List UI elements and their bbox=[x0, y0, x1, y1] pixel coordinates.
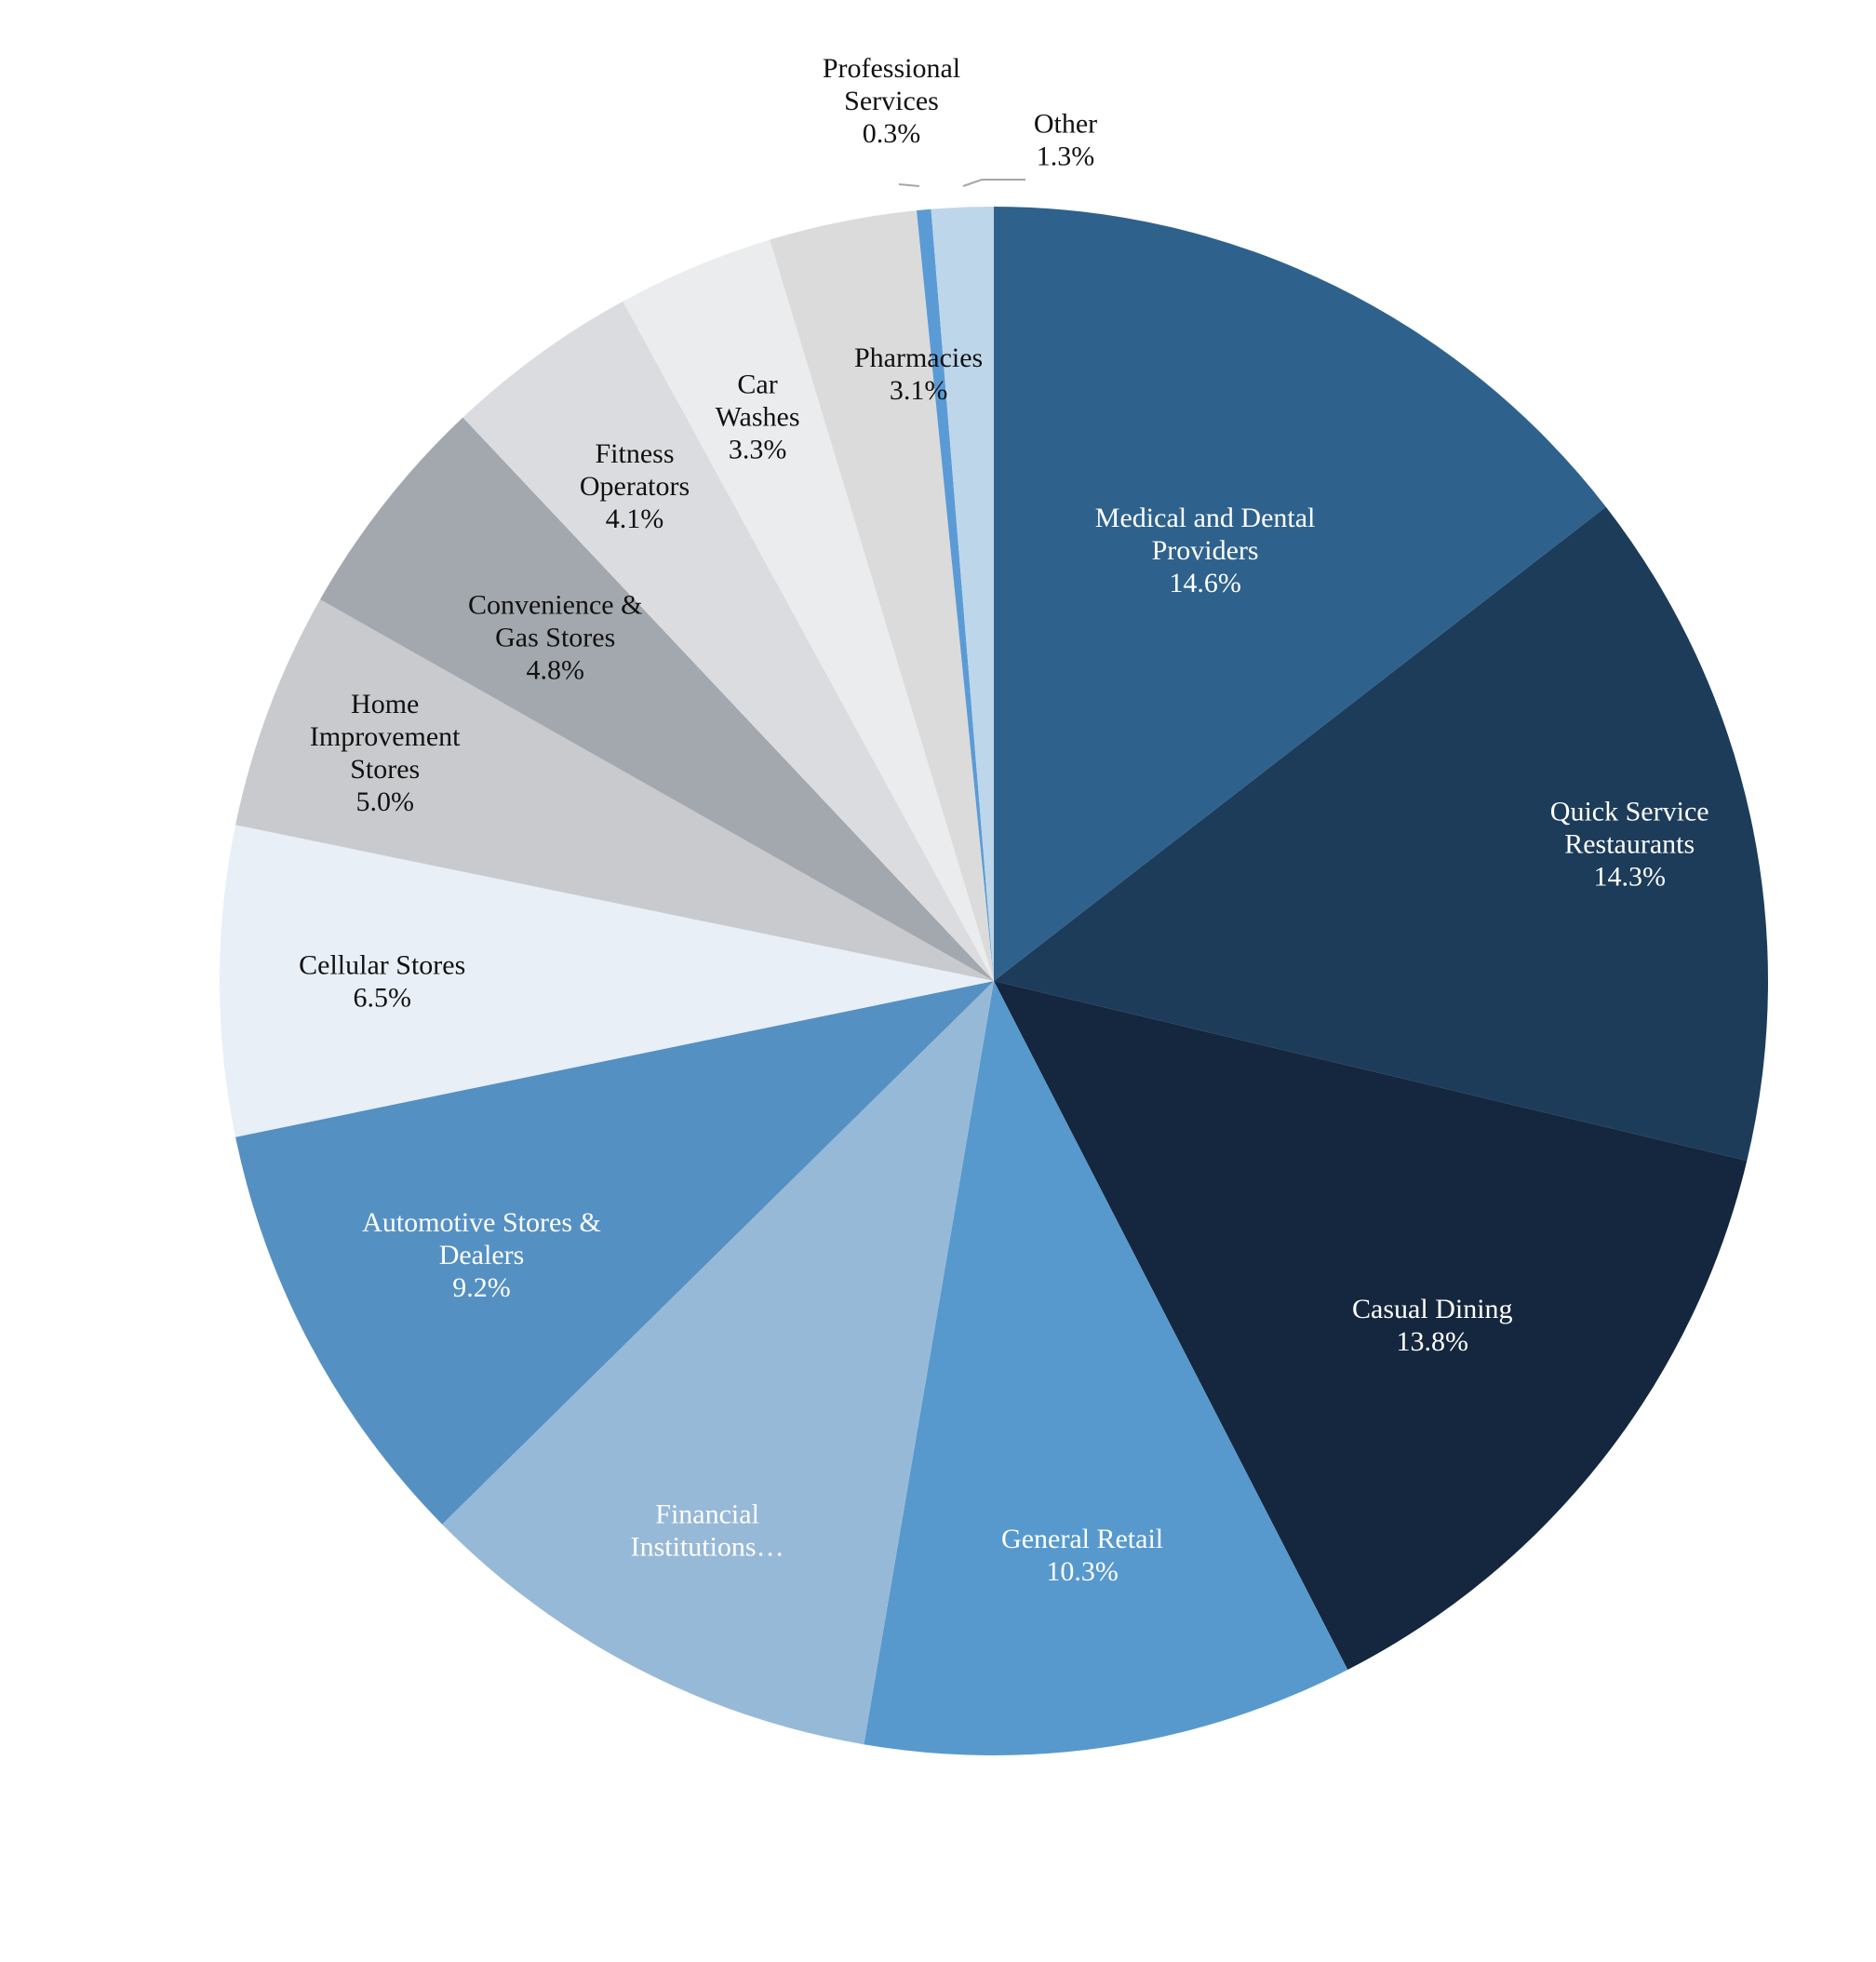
slice-label-line: 5.0% bbox=[355, 786, 414, 817]
slice-label-line: Restaurants bbox=[1564, 829, 1695, 860]
pie-slice-8 bbox=[320, 417, 994, 981]
slice-label-line: Operators bbox=[580, 471, 690, 502]
pie-slice-4 bbox=[442, 981, 994, 1745]
pie-slice-7 bbox=[235, 599, 994, 981]
slice-label-line: Fitness bbox=[595, 438, 674, 469]
pie-slice-3 bbox=[864, 981, 1348, 1756]
slice-label-line: Pharmacies bbox=[854, 343, 983, 373]
slice-label-line: Providers bbox=[1152, 535, 1259, 566]
slice-label-line: Car bbox=[737, 370, 777, 400]
slice-label-line: General Retail bbox=[1001, 1524, 1163, 1554]
leader-lines bbox=[898, 179, 1025, 187]
slice-label-line: 3.1% bbox=[890, 375, 948, 406]
slice-label-line: Convenience & bbox=[468, 589, 642, 620]
pie-slice-9 bbox=[462, 301, 994, 982]
slice-label-line: Professional bbox=[823, 53, 960, 84]
slice-label-6: Cellular Stores 6.5% bbox=[299, 950, 465, 1014]
slice-label-5: Automotive Stores & Dealers 9.2% bbox=[362, 1207, 601, 1303]
pie-slice-12 bbox=[917, 208, 994, 982]
slice-label-1: Quick Service Restaurants 14.3% bbox=[1550, 797, 1709, 893]
slice-label-2: Casual Dining 13.8% bbox=[1352, 1294, 1513, 1357]
slice-label-7: Home Improvement Stores 5.0% bbox=[310, 689, 461, 817]
slice-label-line: Cellular Stores bbox=[299, 950, 465, 981]
slice-label-0: Medical and Dental Providers 14.6% bbox=[1095, 503, 1316, 598]
slice-label-line: Gas Stores bbox=[495, 622, 615, 652]
slice-label-line: 1.3% bbox=[1037, 141, 1095, 172]
leader-line-13 bbox=[962, 179, 1025, 187]
slice-label-line: Automotive Stores & bbox=[362, 1207, 601, 1238]
slice-labels: Medical and Dental Providers 14.6% Quick Se… bbox=[299, 53, 1708, 1587]
pie-slices bbox=[219, 207, 1768, 1756]
slice-label-line: 6.5% bbox=[353, 983, 411, 1014]
slice-label-line: 3.3% bbox=[729, 435, 787, 465]
slice-label-line: Washes bbox=[716, 402, 800, 433]
pie-slice-10 bbox=[623, 239, 994, 982]
slice-label-4: Financial Institutions… bbox=[631, 1499, 784, 1563]
slice-label-line: Stores bbox=[350, 754, 420, 785]
slice-label-line: Home bbox=[351, 689, 419, 719]
pie-slice-6 bbox=[219, 825, 994, 1137]
slice-label-line: Services bbox=[844, 86, 939, 116]
pie-slice-1 bbox=[994, 506, 1768, 1162]
pie-slice-13 bbox=[931, 207, 994, 981]
slice-label-10: Car Washes 3.3% bbox=[716, 370, 800, 465]
pie-slice-2 bbox=[994, 981, 1748, 1671]
leader-line-12 bbox=[898, 183, 920, 187]
slice-label-line: Quick Service bbox=[1550, 797, 1709, 827]
slice-label-line: 4.1% bbox=[606, 504, 664, 534]
slice-label-8: Convenience & Gas Stores 4.8% bbox=[468, 589, 642, 685]
slice-label-line: Dealers bbox=[439, 1240, 525, 1270]
slice-label-line: 9.2% bbox=[452, 1272, 511, 1303]
pie-slice-5 bbox=[235, 981, 994, 1525]
slice-label-9: Fitness Operators 4.1% bbox=[580, 438, 690, 534]
slice-label-line: 4.8% bbox=[526, 654, 584, 685]
slice-label-13: Other 1.3% bbox=[1034, 109, 1097, 172]
slice-label-line: 13.8% bbox=[1397, 1326, 1469, 1357]
slice-label-line: Casual Dining bbox=[1352, 1294, 1513, 1324]
pie-slice-0 bbox=[994, 207, 1606, 981]
slice-label-line: Medical and Dental bbox=[1095, 503, 1316, 533]
slice-label-line: 0.3% bbox=[863, 118, 921, 149]
slice-label-12: Professional Services 0.3% bbox=[823, 53, 960, 149]
slice-label-line: 10.3% bbox=[1046, 1556, 1119, 1587]
slice-label-3: General Retail 10.3% bbox=[1001, 1524, 1163, 1587]
slice-label-line: Institutions… bbox=[631, 1532, 784, 1563]
slice-label-11: Pharmacies 3.1% bbox=[854, 343, 983, 406]
slice-label-line: Improvement bbox=[310, 721, 461, 752]
slice-label-line: Other bbox=[1034, 109, 1097, 140]
slice-label-line: 14.3% bbox=[1593, 862, 1666, 893]
slice-label-line: 14.6% bbox=[1169, 568, 1241, 598]
slice-label-line: Financial bbox=[655, 1499, 759, 1530]
pie-slice-11 bbox=[770, 210, 994, 981]
